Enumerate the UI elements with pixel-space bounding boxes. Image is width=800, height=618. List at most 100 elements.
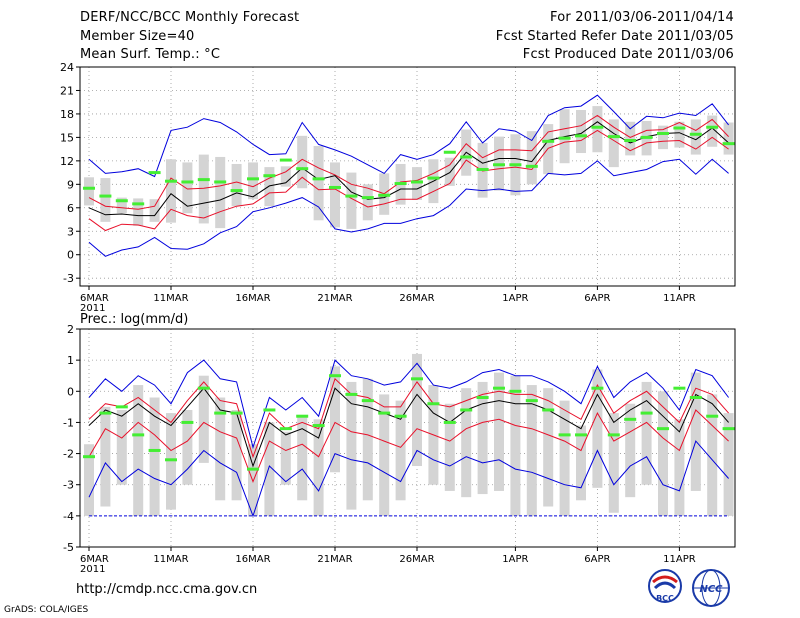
temp-xtick-label: 26MAR <box>399 293 434 304</box>
prec-ytick-label: -2 <box>63 448 74 461</box>
temp-box-4 <box>149 199 160 222</box>
prec-box-19 <box>395 400 406 501</box>
temp-ytick-label: 9 <box>67 178 74 191</box>
temp-xtick-label: 6MAR <box>80 293 109 304</box>
temp-xtick-label: 21MAR <box>317 293 352 304</box>
prec-ytick-label: -4 <box>63 510 74 523</box>
temp-xtick-label: 11APR <box>663 293 696 304</box>
prec-box-24 <box>477 381 488 495</box>
prec-xtick-label: 26MAR <box>399 554 434 565</box>
temp-series-max-line <box>88 94 729 178</box>
temp-box-0 <box>84 177 94 206</box>
precipitation-panel-title: Prec.: log(mm/d) <box>80 312 188 327</box>
prec-box-3 <box>133 385 144 516</box>
temp-box-35 <box>658 125 668 150</box>
prec-box-16 <box>346 381 357 510</box>
forecast-title: DERF/NCC/BCC Monthly Forecast <box>80 10 300 25</box>
prec-box-1 <box>100 406 111 507</box>
temp-box-12 <box>280 166 291 187</box>
prec-xtick-label: 21MAR <box>317 554 352 565</box>
temp-box-27 <box>526 131 537 185</box>
temp-box-5 <box>166 159 176 223</box>
prec-box-18 <box>379 394 390 516</box>
temp-box-14 <box>313 145 324 221</box>
prec-box-39 <box>723 413 734 516</box>
temp-box-8 <box>215 156 226 229</box>
prec-box-11 <box>264 422 275 516</box>
temp-ytick-label: 18 <box>60 108 74 121</box>
prec-box-14 <box>313 419 324 516</box>
temp-series-min-line <box>88 158 729 257</box>
temp-frame <box>79 66 736 287</box>
prec-ytick-label: 2 <box>67 323 74 336</box>
prec-box-10 <box>248 444 258 516</box>
prec-series-mean-line <box>88 387 729 468</box>
prec-frame <box>79 328 736 548</box>
prec-ytick-label: 0 <box>67 385 74 398</box>
temp-ytick-label: 6 <box>67 202 74 215</box>
temp-box-9 <box>231 163 242 207</box>
prec-box-32 <box>608 413 619 513</box>
prec-box-17 <box>362 378 373 501</box>
temp-box-37 <box>690 119 701 155</box>
prec-xtick-label: 11MAR <box>153 554 188 565</box>
temp-xtick-label: 11MAR <box>153 293 188 304</box>
prec-box-28 <box>543 388 554 507</box>
temp-box-6 <box>182 162 193 214</box>
temp-box-10 <box>248 162 258 200</box>
prec-series-max-line <box>88 359 729 450</box>
prec-box-35 <box>658 391 668 516</box>
temp-xtick-year: 2011 <box>80 303 105 314</box>
prec-box-5 <box>166 413 176 510</box>
prec-box-29 <box>559 400 570 516</box>
prec-box-9 <box>231 409 242 501</box>
temp-box-38 <box>707 115 718 147</box>
prec-box-7 <box>198 375 209 463</box>
temp-box-7 <box>198 154 209 224</box>
temp-box-1 <box>100 178 111 222</box>
prec-box-20 <box>412 353 422 467</box>
temp-ytick-label: 3 <box>67 225 74 238</box>
prec-xtick-label: 11APR <box>663 554 696 565</box>
temp-ytick-label: 12 <box>60 155 74 168</box>
temp-xtick-label: 6APR <box>584 293 610 304</box>
prec-ytick-label: 1 <box>67 354 74 367</box>
prec-series-upper-line <box>88 377 729 459</box>
temp-ytick-label: 15 <box>60 131 74 144</box>
grads-credit: GrADS: COLA/IGES <box>4 605 89 615</box>
prec-box-22 <box>444 403 455 491</box>
forecast-period: For 2011/03/06-2011/04/14 <box>550 10 734 25</box>
temp-box-33 <box>625 121 636 156</box>
temp-box-32 <box>608 119 619 168</box>
bcc-logo-text: BCC <box>656 594 674 603</box>
prec-box-27 <box>526 385 537 516</box>
member-size: Member Size=40 <box>80 29 195 44</box>
temp-ytick-label: 0 <box>67 249 74 262</box>
prec-box-8 <box>215 397 226 501</box>
prec-series-lower-line <box>88 409 729 483</box>
temp-ytick-label: -3 <box>63 272 74 285</box>
temp-box-13 <box>297 135 308 189</box>
prec-box-26 <box>510 375 521 516</box>
temp-box-39 <box>723 122 734 155</box>
temp-box-31 <box>592 106 603 153</box>
bcc-logo: BCC <box>640 568 690 612</box>
prec-ytick-label: -3 <box>63 479 74 492</box>
temp-ytick-label: 21 <box>60 84 74 97</box>
prec-series-min-line <box>88 440 729 518</box>
prec-box-0 <box>84 444 94 516</box>
prec-ytick-label: -5 <box>63 541 74 554</box>
prec-box-30 <box>576 425 586 501</box>
ncc-logo: NCC <box>688 568 734 612</box>
ncc-logo-text: NCC <box>699 584 723 595</box>
prec-xtick-label: 1APR <box>502 554 528 565</box>
temp-series-lower-line <box>88 129 729 232</box>
prec-box-31 <box>592 369 603 488</box>
prec-box-6 <box>182 409 193 485</box>
forecast-start-date: Fcst Started Refer Date 2011/03/05 <box>495 29 734 44</box>
prec-box-2 <box>116 409 127 485</box>
prec-xtick-label: 6APR <box>584 554 610 565</box>
source-url[interactable]: http://cmdp.ncc.cma.gov.cn <box>76 582 258 597</box>
